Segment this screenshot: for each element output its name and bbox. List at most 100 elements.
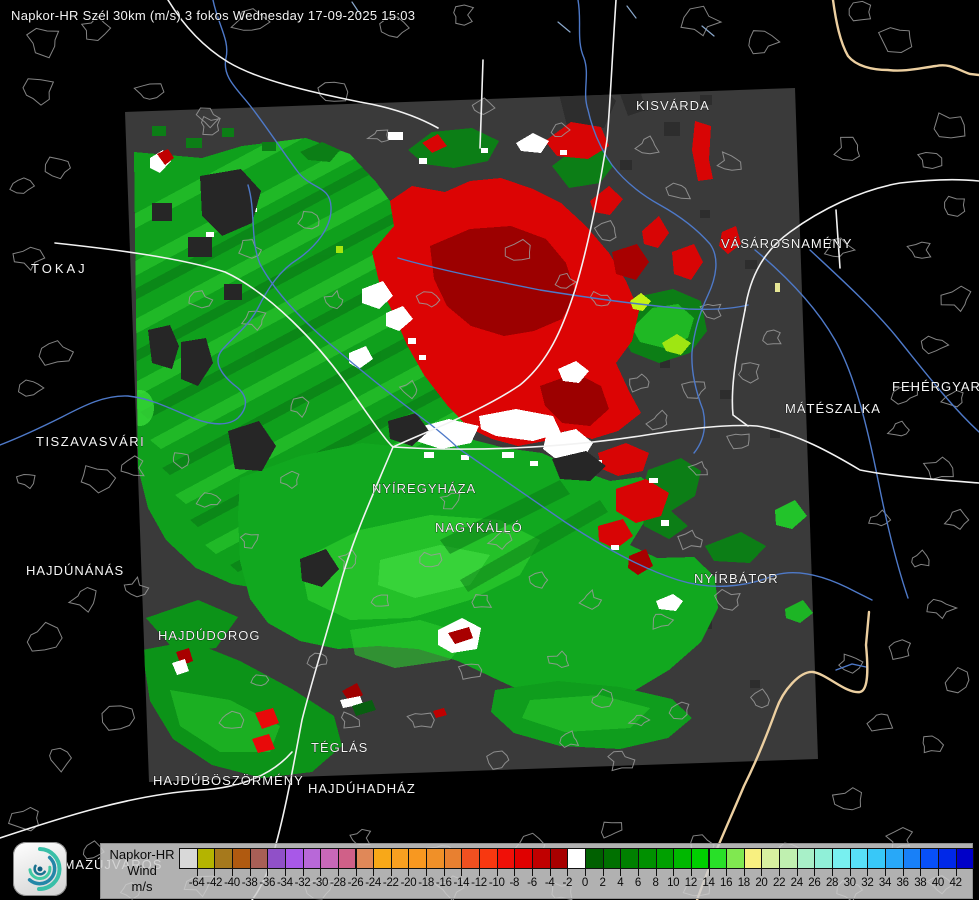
legend-color-box <box>320 848 339 869</box>
boundary-contour <box>665 182 692 200</box>
boundary-contour <box>634 135 660 155</box>
legend-tick <box>637 869 639 876</box>
legend-tick <box>337 869 339 876</box>
legend-tick <box>320 869 322 876</box>
legend-color-box <box>284 848 304 869</box>
legend-tick <box>249 869 251 876</box>
legend-color-box <box>214 848 233 869</box>
city-label-vásárosnamény: VÁSÁROSNAMÉNY <box>721 236 852 251</box>
boundary-contour <box>280 470 300 490</box>
legend-tick-label: -28 <box>329 877 346 889</box>
legend-tick-label: 42 <box>949 877 962 889</box>
legend-tick-label: 34 <box>878 877 892 889</box>
legend-tick <box>567 869 569 876</box>
legend-tick-label: 10 <box>667 877 680 889</box>
legend-color-box <box>337 848 357 869</box>
boundary-contour <box>726 433 750 450</box>
legend-tick-label: -18 <box>418 877 434 889</box>
boundary-contour <box>823 237 857 258</box>
boundary-contour <box>25 27 60 59</box>
legend-tick <box>267 869 269 876</box>
boundary-contour <box>627 714 651 727</box>
boundary-contour <box>578 589 603 610</box>
city-label-hajdúdorog: HAJDÚDOROG <box>158 628 260 643</box>
boundary-contour <box>419 551 443 568</box>
legend-tick <box>514 869 516 876</box>
legend-tick-label: -8 <box>509 877 520 889</box>
city-label-hajdúnánás: HAJDÚNÁNÁS <box>26 563 124 578</box>
legend-color-box <box>761 848 781 869</box>
legend-tick <box>920 869 922 876</box>
legend-tick-label: 22 <box>772 877 786 889</box>
boundary-contour <box>239 533 259 549</box>
boundary-contour <box>453 4 475 26</box>
boundary-contour <box>337 549 357 570</box>
boundary-contour <box>230 8 271 31</box>
legend-product-name: Napkor-HR <box>109 847 175 862</box>
legend-color-box <box>796 848 816 869</box>
boundary-contour <box>439 492 461 510</box>
legend-tick <box>743 869 745 876</box>
major-road-lines-layer <box>695 0 979 900</box>
legend-color-box <box>673 848 692 869</box>
boundary-contour <box>49 747 73 773</box>
boundary-contour <box>406 712 435 728</box>
legend-color-box <box>584 848 604 869</box>
boundary-contour <box>943 508 970 530</box>
boundary-contour <box>133 83 165 100</box>
boundary-contour <box>370 594 390 607</box>
legend-tick <box>885 869 886 876</box>
city-label-kisvárda: KISVÁRDA <box>636 98 710 113</box>
boundary-contour <box>323 289 344 310</box>
boundary-contour <box>123 575 150 598</box>
boundary-contour <box>681 381 706 399</box>
legend-tick-label: 16 <box>720 877 733 889</box>
legend-tick <box>408 869 410 876</box>
legend-tick-label: 18 <box>737 877 751 889</box>
boundary-contour <box>120 455 145 477</box>
legend-tick <box>726 869 728 876</box>
legend-color-box <box>267 848 286 869</box>
legend-color-box <box>496 848 516 869</box>
boundary-contour <box>486 530 513 550</box>
legend-color-box <box>955 848 975 869</box>
legend-color-box <box>373 848 392 869</box>
boundary-contour <box>250 674 270 687</box>
legend-parameter: Wind <box>127 863 157 878</box>
legend-tick-label: -64 <box>188 877 205 889</box>
legend-color-box <box>302 848 322 869</box>
legend-tick-label: 38 <box>914 877 927 889</box>
city-labels-layer: TOKAJ TISZAVASVÁRI KISVÁRDA VÁSÁROSNAMÉNY FE… <box>26 98 979 873</box>
legend-tick-label: -20 <box>400 877 417 889</box>
boundary-contour <box>550 122 571 138</box>
boundary-contour <box>591 688 614 709</box>
legend-tick <box>814 869 816 876</box>
legend-tick <box>302 869 304 876</box>
legend-tick-label: 32 <box>861 877 874 889</box>
legend-tick <box>461 869 463 876</box>
boundary-contour <box>15 473 36 490</box>
legend-tick-label: 26 <box>808 877 821 889</box>
legend-tick <box>655 869 657 876</box>
boundary-contour <box>886 420 910 437</box>
boundary-contour <box>668 701 690 720</box>
boundary-contour <box>831 787 863 811</box>
legend-color-box <box>549 848 569 869</box>
boundary-contour <box>600 821 623 839</box>
boundary-contour <box>82 840 105 860</box>
legend-color-box <box>920 848 939 869</box>
legend-tick-label: -40 <box>224 877 240 889</box>
boundary-contour <box>365 129 389 143</box>
boundary-contour <box>677 529 703 551</box>
boundary-contour <box>888 639 912 660</box>
boundary-contour <box>9 177 36 194</box>
boundary-contour <box>22 78 55 106</box>
legend-tick-label: -6 <box>527 877 537 889</box>
legend-tick <box>231 869 233 876</box>
boundary-contour <box>645 409 668 431</box>
boundary-contour <box>607 750 636 772</box>
boundary-contour <box>716 151 742 171</box>
city-label-tokaj: TOKAJ <box>31 261 88 276</box>
boundary-contour <box>195 107 221 129</box>
